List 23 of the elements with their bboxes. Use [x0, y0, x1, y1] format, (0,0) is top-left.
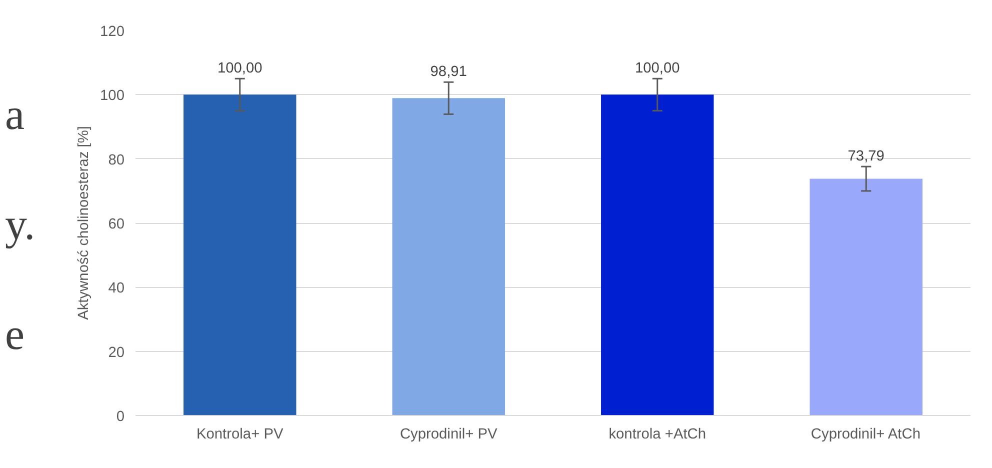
- x-tick-label: Cyprodinil+ AtCh: [810, 426, 921, 442]
- bar: [810, 178, 922, 416]
- x-tick-label: Kontrola+ PV: [196, 426, 284, 442]
- text: y.: [5, 199, 36, 251]
- x-tick-label: kontrola +AtCh: [608, 426, 706, 442]
- bar: [184, 94, 296, 416]
- y-tick-label: 80: [108, 152, 125, 168]
- bar: [392, 98, 505, 416]
- data-label: 100,00: [634, 60, 680, 77]
- data-label: 98,91: [430, 64, 467, 80]
- y-tick-label: 60: [108, 216, 125, 232]
- data-label: 100,00: [217, 60, 262, 77]
- y-tick-label: 0: [116, 409, 125, 425]
- y-tick-label: 40: [108, 280, 125, 297]
- y-tick-label: 120: [100, 24, 125, 40]
- y-tick-label: 20: [108, 344, 125, 361]
- y-axis-title: Aktywność cholinoesteraz [%]: [76, 126, 92, 320]
- data-label: 73,79: [848, 148, 884, 165]
- text: a: [5, 89, 26, 141]
- y-tick-label: 100: [100, 88, 125, 104]
- bar: [601, 94, 714, 416]
- text: e: [5, 309, 26, 361]
- x-tick-label: Cyprodinil+ PV: [400, 426, 498, 442]
